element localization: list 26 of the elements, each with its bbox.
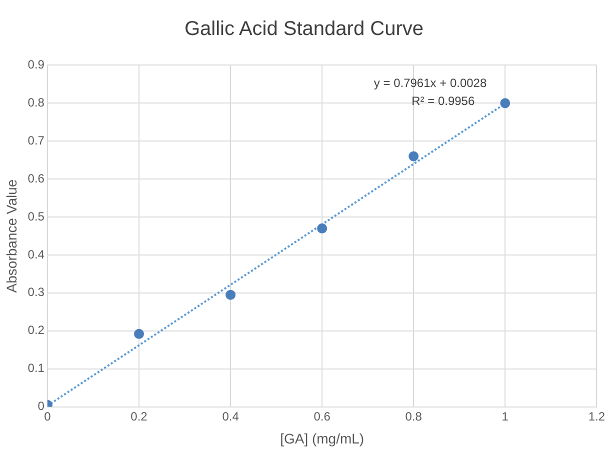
y-tick-label: 0.3 (28, 285, 45, 300)
y-tick-label: 0.9 (28, 58, 45, 72)
y-tick-label: 0.8 (28, 95, 45, 110)
point (134, 328, 144, 339)
y-tick-label: 0.2 (28, 323, 45, 338)
point (408, 151, 419, 162)
annotation: R² = 0.9956 (412, 94, 475, 108)
point (317, 223, 328, 234)
x-tick-label: 0.6 (314, 409, 331, 424)
x-tick-label: 0.2 (130, 409, 148, 424)
y-tick-label: 0.6 (28, 171, 45, 186)
x-tick-label: 0.8 (405, 409, 422, 424)
x-tick-label: 1.2 (588, 409, 606, 424)
y-tick-label: 0 (38, 399, 45, 414)
y-tick-label: 0.4 (28, 247, 45, 262)
y-tick-label: 0.1 (28, 361, 45, 376)
point (226, 290, 236, 300)
y-tick-label: 0.7 (28, 133, 45, 148)
y-axis-title: Absorbance Value (3, 179, 20, 293)
x-tick-label: 1 (502, 409, 509, 424)
point (500, 98, 510, 108)
x-axis-title: [GA] (mg/mL) (280, 430, 364, 446)
x-tick-label: 0.4 (222, 409, 240, 424)
y-tick-label: 0.5 (28, 209, 45, 224)
chart-title: Gallic Acid Standard Curve (183, 18, 424, 41)
annotation: y = 0.7961x + 0.0028 (374, 76, 487, 90)
